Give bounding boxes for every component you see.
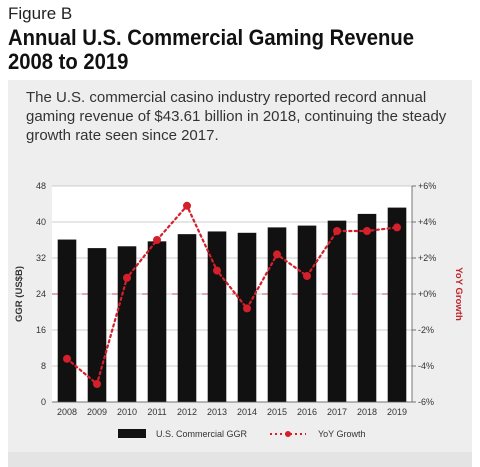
x-tick-label: 2013 (207, 407, 227, 417)
y-tick-label: 32 (36, 253, 46, 263)
bar-2011 (147, 241, 167, 402)
bar-2013 (207, 231, 227, 402)
x-tick-label: 2019 (387, 407, 407, 417)
y-tick-label: 8 (41, 361, 46, 371)
bar-2018 (357, 213, 377, 402)
x-tick-label: 2012 (177, 407, 197, 417)
growth-point-2014 (243, 304, 251, 313)
growth-point-2009 (93, 380, 101, 388)
growth-point-2018 (363, 227, 371, 235)
y2-tick-label: +2% (418, 253, 436, 263)
x-tick-label: 2017 (327, 407, 347, 417)
y-axis-title: GGR (US$B) (14, 266, 25, 322)
growth-point-2017 (333, 227, 341, 235)
growth-point-2008 (63, 354, 71, 363)
growth-point-2010 (123, 273, 131, 282)
legend: U.S. Commercial GGR YoY Growth (118, 429, 366, 439)
y2-tick-label: +6% (418, 181, 436, 191)
y-tick-label: 16 (36, 325, 46, 335)
bar-2019 (387, 207, 407, 402)
bar-2016 (297, 225, 317, 402)
y-tick-label: 0 (41, 397, 46, 407)
y-tick-label: 40 (36, 217, 46, 227)
x-axis-ticks: 2008 2009 2010 2011 2012 2013 2014 2015 2016 2017… (52, 401, 412, 417)
legend-label-bar: U.S. Commercial GGR (156, 429, 248, 439)
growth-point-2012 (183, 201, 191, 210)
x-tick-label: 2015 (267, 407, 287, 417)
bar-2012 (177, 234, 197, 402)
y2-tick-label: -6% (418, 397, 434, 407)
x-tick-label: 2018 (357, 407, 377, 417)
y2-tick-label: -2% (418, 325, 434, 335)
left-axis-ticks: 0 8 16 24 32 40 48 (36, 181, 46, 407)
bar-2008 (57, 239, 77, 402)
x-tick-label: 2009 (87, 407, 107, 417)
chart-subtitle: The U.S. commercial casino industry repo… (26, 89, 447, 144)
bar-2010 (117, 246, 137, 402)
growth-point-2015 (273, 250, 281, 259)
bar-2014 (237, 232, 257, 402)
growth-point-2011 (153, 236, 161, 244)
growth-point-2013 (213, 266, 221, 275)
y-tick-label: 24 (36, 289, 46, 299)
x-tick-label: 2011 (147, 407, 166, 417)
figure-label: Figure B (8, 4, 73, 23)
legend-swatch-bar (118, 429, 146, 438)
y2-tick-label: +0% (418, 289, 436, 299)
bars-group (57, 207, 407, 402)
x-tick-label: 2008 (57, 407, 77, 417)
bar-2009 (87, 248, 107, 402)
bar-2015 (267, 227, 287, 402)
y2-tick-label: -4% (418, 361, 434, 371)
chart-title-line1: Annual U.S. Commercial Gaming Revenue (8, 25, 415, 50)
chart-title-line2: 2008 to 2019 (8, 49, 129, 74)
chart-title: Annual U.S. Commercial Gaming Revenue 20… (8, 26, 435, 74)
legend-swatch-marker (285, 431, 291, 437)
x-tick-label: 2010 (117, 407, 137, 417)
growth-line (65, 203, 399, 386)
bar-2017 (327, 220, 347, 402)
footer-strip (8, 452, 472, 467)
right-axis-ticks: -6% -4% -2% +0% +2% +4% +6% (411, 181, 436, 407)
x-tick-label: 2014 (237, 407, 257, 417)
y2-tick-label: +4% (418, 217, 436, 227)
y-tick-label: 48 (36, 181, 46, 191)
growth-line-group (63, 201, 401, 388)
legend-label-line: YoY Growth (318, 429, 366, 439)
y2-axis-title: YoY Growth (453, 267, 464, 321)
x-tick-label: 2016 (297, 407, 317, 417)
growth-point-2019 (393, 223, 401, 232)
growth-point-2016 (303, 272, 311, 280)
